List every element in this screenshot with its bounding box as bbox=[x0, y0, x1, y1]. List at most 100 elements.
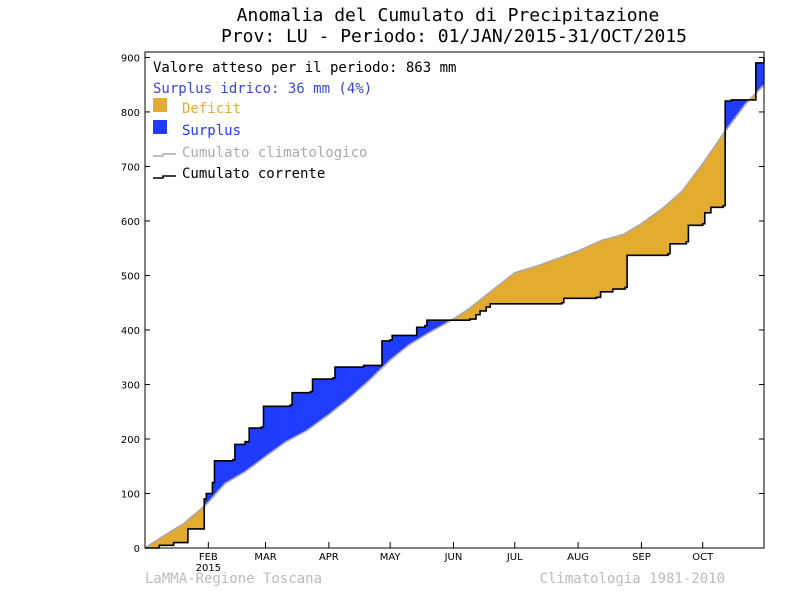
deficit-area bbox=[527, 268, 530, 304]
surplus-area bbox=[394, 335, 397, 356]
surplus-area bbox=[288, 406, 291, 441]
deficit-area bbox=[686, 184, 690, 242]
deficit-area bbox=[661, 208, 665, 256]
deficit-area bbox=[549, 261, 553, 304]
surplus-area bbox=[428, 320, 432, 333]
surplus-area bbox=[214, 460, 218, 495]
deficit-area bbox=[463, 311, 467, 321]
surplus-area bbox=[441, 320, 444, 326]
legend-surplus-label: Surplus bbox=[182, 123, 241, 139]
surplus-area bbox=[259, 428, 263, 461]
surplus-area bbox=[314, 379, 318, 425]
surplus-area bbox=[216, 460, 220, 492]
surplus-area bbox=[357, 367, 361, 390]
deficit-area bbox=[524, 269, 528, 304]
legend-surplus-swatch bbox=[153, 120, 167, 134]
deficit-area bbox=[153, 542, 156, 548]
deficit-area bbox=[151, 543, 154, 548]
deficit-area bbox=[555, 258, 559, 304]
surplus-area bbox=[337, 367, 340, 408]
legend: Valore atteso per il periodo: 863 mm Sur… bbox=[153, 60, 456, 182]
deficit-area bbox=[183, 522, 187, 543]
surplus-area bbox=[326, 379, 330, 416]
deficit-area bbox=[612, 237, 616, 290]
deficit-area bbox=[649, 217, 653, 256]
deficit-area bbox=[655, 212, 659, 256]
y-tick-label: 200 bbox=[121, 435, 140, 446]
surplus-area bbox=[733, 99, 736, 119]
surplus-area bbox=[341, 367, 344, 404]
deficit-area bbox=[565, 255, 569, 299]
deficit-area bbox=[586, 246, 589, 299]
anomaly-areas bbox=[145, 62, 765, 548]
deficit-area bbox=[672, 199, 675, 244]
surplus-area bbox=[316, 379, 320, 423]
surplus-area bbox=[418, 327, 422, 339]
y-tick-label: 900 bbox=[121, 53, 140, 64]
surplus-area bbox=[255, 428, 258, 464]
surplus-area bbox=[210, 493, 214, 499]
deficit-area bbox=[698, 167, 702, 226]
deficit-area bbox=[490, 291, 493, 304]
surplus-area bbox=[361, 367, 365, 387]
surplus-area bbox=[388, 340, 391, 361]
deficit-area bbox=[616, 235, 620, 290]
surplus-area bbox=[208, 493, 211, 501]
deficit-area bbox=[706, 156, 710, 213]
surplus-area bbox=[420, 327, 424, 338]
deficit-area bbox=[592, 244, 596, 299]
surplus-area bbox=[414, 335, 418, 341]
deficit-area bbox=[471, 305, 475, 320]
surplus-area bbox=[390, 339, 393, 360]
deficit-area bbox=[163, 535, 167, 546]
surplus-area bbox=[238, 444, 242, 475]
deficit-area bbox=[694, 173, 698, 226]
y-tick-label: 600 bbox=[121, 217, 140, 228]
surplus-area bbox=[739, 99, 743, 111]
deficit-area bbox=[547, 261, 551, 304]
deficit-area bbox=[191, 515, 195, 529]
deficit-area bbox=[157, 539, 160, 548]
surplus-area bbox=[386, 340, 389, 363]
deficit-area bbox=[496, 286, 500, 304]
legend-deficit-label: Deficit bbox=[182, 101, 241, 117]
surplus-area bbox=[222, 460, 226, 485]
deficit-area bbox=[492, 289, 495, 304]
deficit-area bbox=[518, 271, 522, 304]
deficit-area bbox=[512, 273, 516, 304]
deficit-area bbox=[200, 508, 203, 529]
deficit-area bbox=[708, 153, 712, 213]
deficit-area bbox=[608, 238, 612, 292]
deficit-area bbox=[486, 294, 489, 308]
footer-climatology: Climatologia 1981-2010 bbox=[540, 571, 725, 587]
surplus-area bbox=[761, 62, 765, 86]
deficit-area bbox=[667, 202, 671, 254]
surplus-area bbox=[306, 392, 310, 431]
deficit-area bbox=[680, 191, 683, 244]
deficit-area bbox=[631, 229, 634, 256]
x-tick-label: OCT bbox=[692, 552, 714, 563]
legend-deficit-swatch bbox=[153, 98, 167, 112]
deficit-area bbox=[633, 227, 636, 256]
surplus-area bbox=[302, 392, 305, 433]
surplus-area bbox=[292, 392, 295, 438]
surplus-area bbox=[392, 335, 395, 358]
surplus-area bbox=[369, 365, 373, 379]
surplus-area bbox=[283, 406, 287, 443]
surplus-area bbox=[384, 340, 387, 365]
surplus-area bbox=[304, 392, 307, 432]
deficit-area bbox=[459, 314, 463, 321]
x-tick-sublabel: 2015 bbox=[196, 563, 221, 574]
surplus-area bbox=[757, 62, 761, 91]
deficit-area bbox=[571, 252, 575, 299]
surplus-area bbox=[312, 379, 316, 426]
surplus-area bbox=[408, 335, 412, 345]
surplus-area bbox=[247, 441, 250, 470]
deficit-area bbox=[714, 144, 718, 208]
deficit-area bbox=[467, 308, 471, 321]
deficit-area bbox=[179, 525, 183, 543]
deficit-area bbox=[543, 263, 547, 304]
surplus-area bbox=[251, 428, 254, 467]
deficit-area bbox=[194, 513, 197, 529]
surplus-area bbox=[431, 320, 434, 331]
